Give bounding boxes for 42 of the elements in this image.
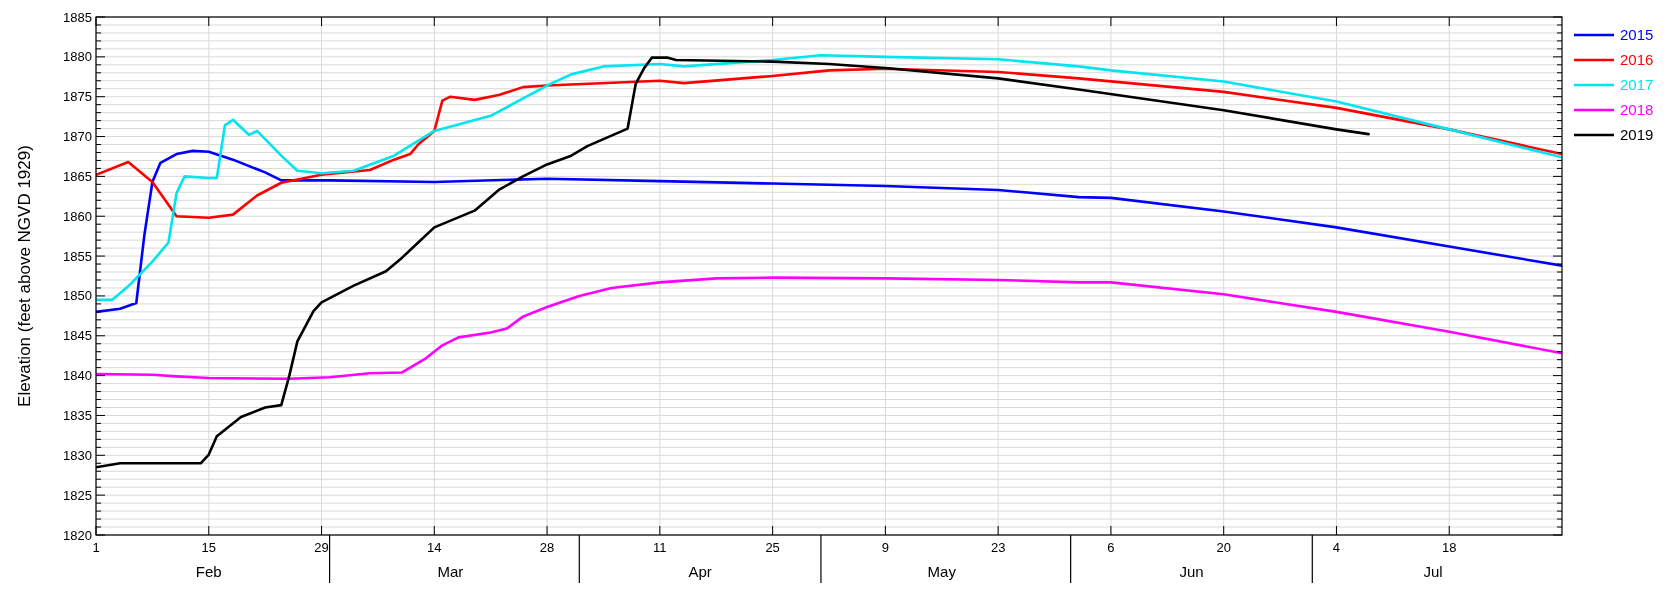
legend-label: 2019 [1620,126,1654,144]
y-tick-label: 1850 [63,288,92,304]
y-tick-label: 1825 [63,487,92,503]
y-axis-title: Elevation (feet above NGVD 1929) [15,145,34,407]
y-tick-label: 1860 [63,208,92,224]
x-tick-label: 14 [427,540,442,555]
y-tick-label: 1845 [63,328,92,344]
x-tick-label: 20 [1216,540,1231,555]
line-series [96,276,1562,381]
x-tick-label: 25 [765,540,780,555]
x-tick-label: 9 [881,540,889,555]
legend-label: 2016 [1620,51,1654,69]
y-tick-label: 1830 [63,447,92,463]
x2-tick-label: Jul [1423,563,1443,580]
x-tick-label: 6 [1107,540,1115,555]
y-tick-label: 1865 [63,168,92,184]
x-tick-label: 23 [990,540,1006,555]
x-tick-label: 1 [92,540,100,555]
y-tick-label: 1875 [63,89,92,105]
x-tick-label: 29 [314,540,329,555]
y-tick-label: 1835 [63,408,92,424]
y-tick-label: 1885 [63,9,92,25]
x2-tick-label: Jun [1179,563,1204,580]
x-tick-label: 15 [201,540,216,555]
x-tick-label: 28 [539,540,555,555]
legend-label: 2017 [1620,76,1654,94]
x2-tick-label: Mar [437,563,464,580]
line-series [96,149,1562,314]
x2-tick-label: Apr [688,563,712,580]
y-tick-label: 1820 [63,527,92,543]
legend-label: 2015 [1620,26,1654,44]
x-tick-label: 4 [1332,540,1341,555]
x2-tick-label: Feb [195,563,222,580]
y-tick-label: 1855 [63,248,92,264]
x2-tick-label: May [927,563,957,580]
y-tick-label: 1870 [63,129,92,145]
y-tick-label: 1840 [63,368,92,384]
y-tick-label: 1880 [63,49,92,65]
legend-label: 2018 [1620,101,1654,119]
x-tick-label: 18 [1442,540,1457,555]
line-series [96,53,1562,302]
x-tick-label: 11 [653,540,667,555]
